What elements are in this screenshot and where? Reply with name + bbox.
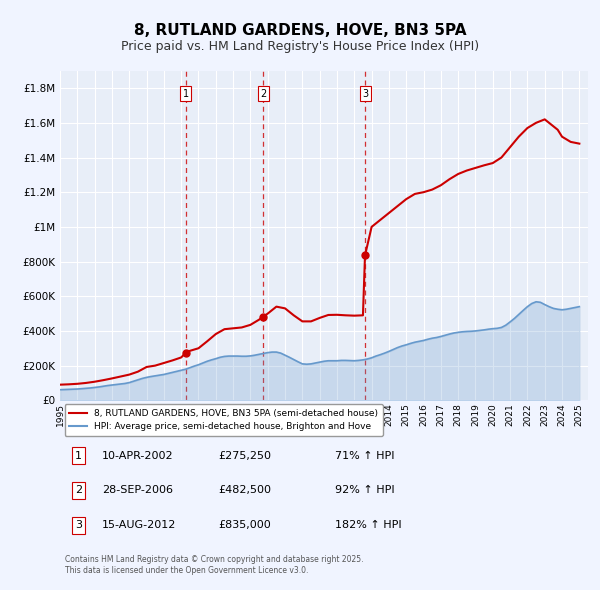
Text: 71% ↑ HPI: 71% ↑ HPI	[335, 451, 394, 461]
Text: £482,500: £482,500	[218, 486, 271, 496]
Text: 92% ↑ HPI: 92% ↑ HPI	[335, 486, 394, 496]
Text: Price paid vs. HM Land Registry's House Price Index (HPI): Price paid vs. HM Land Registry's House …	[121, 40, 479, 53]
Text: Contains HM Land Registry data © Crown copyright and database right 2025.
This d: Contains HM Land Registry data © Crown c…	[65, 555, 364, 575]
Text: 1: 1	[183, 89, 189, 99]
Text: 15-AUG-2012: 15-AUG-2012	[102, 520, 176, 530]
Text: 3: 3	[362, 89, 368, 99]
Legend: 8, RUTLAND GARDENS, HOVE, BN3 5PA (semi-detached house), HPI: Average price, sem: 8, RUTLAND GARDENS, HOVE, BN3 5PA (semi-…	[65, 404, 383, 436]
Text: 2: 2	[260, 89, 266, 99]
Text: 28-SEP-2006: 28-SEP-2006	[102, 486, 173, 496]
Text: 10-APR-2002: 10-APR-2002	[102, 451, 174, 461]
Text: £835,000: £835,000	[218, 520, 271, 530]
Text: 3: 3	[75, 520, 82, 530]
Text: £275,250: £275,250	[218, 451, 271, 461]
Text: 1: 1	[75, 451, 82, 461]
Text: 2: 2	[75, 486, 82, 496]
Text: 182% ↑ HPI: 182% ↑ HPI	[335, 520, 401, 530]
Text: 8, RUTLAND GARDENS, HOVE, BN3 5PA: 8, RUTLAND GARDENS, HOVE, BN3 5PA	[134, 24, 466, 38]
